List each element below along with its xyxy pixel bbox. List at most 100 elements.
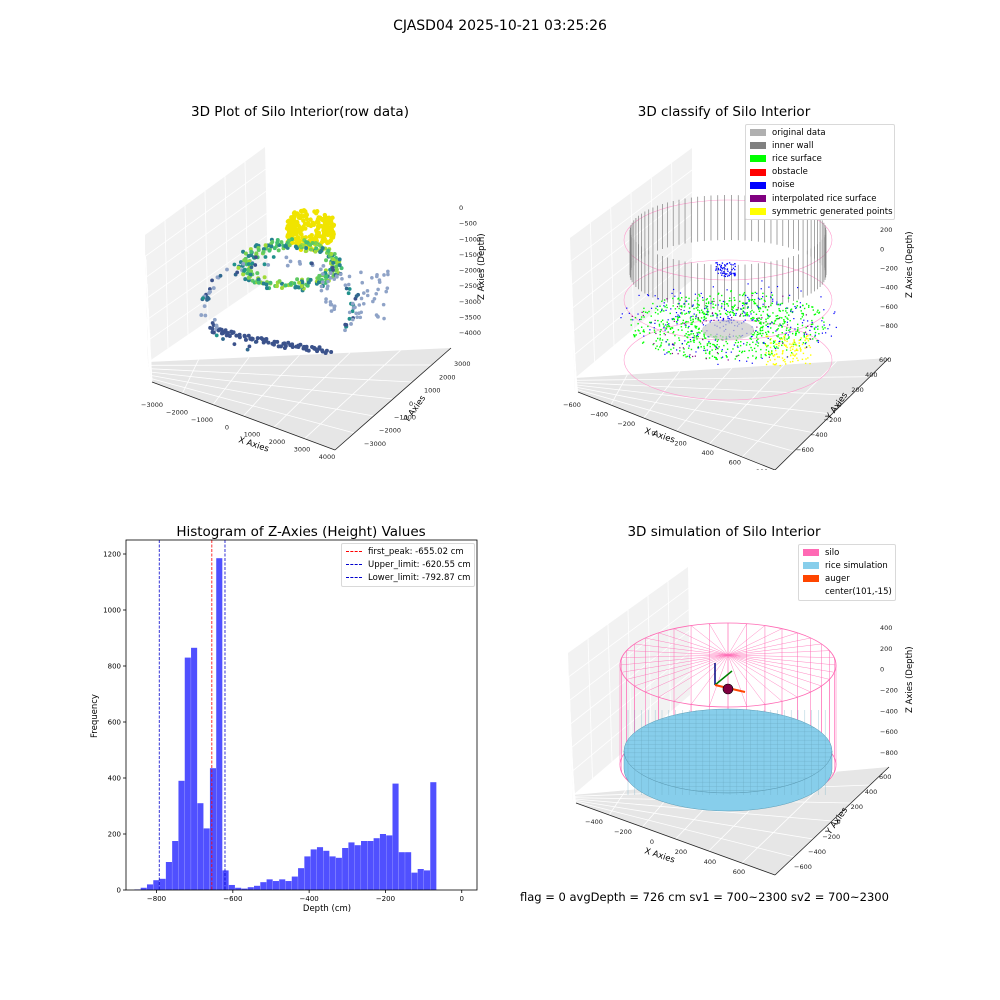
noise-point: [723, 275, 725, 277]
noise-point: [668, 323, 670, 325]
rice-point: [764, 353, 766, 356]
rice-point: [716, 315, 718, 317]
rice-point: [657, 337, 659, 340]
rice-point: [778, 325, 780, 327]
data-point: [260, 337, 265, 342]
data-point: [315, 209, 320, 214]
tick-label: −600: [796, 446, 814, 454]
data-point: [261, 249, 266, 254]
noise-point: [734, 274, 737, 276]
rice-point: [781, 344, 783, 347]
rice-point: [768, 316, 770, 318]
noise-point: [725, 351, 727, 354]
noise-point: [705, 313, 708, 315]
rice-point: [712, 315, 714, 317]
rice-point: [672, 330, 675, 333]
noise-point: [712, 286, 714, 288]
noise-point: [775, 347, 777, 350]
interp-point: [761, 317, 763, 319]
data-point: [227, 334, 232, 339]
rice-point: [781, 332, 783, 334]
histogram-bar: [184, 657, 191, 890]
data-point: [279, 281, 284, 286]
rice-point: [768, 353, 770, 355]
noise-point: [751, 362, 753, 364]
noise-point: [672, 288, 675, 291]
rice-point: [672, 347, 675, 349]
legend-label: Upper_limit: -620.55 cm: [368, 559, 471, 570]
noise-point: [718, 264, 721, 266]
noise-point: [723, 272, 725, 274]
noise-point: [676, 349, 678, 351]
noise-point: [675, 315, 677, 318]
histogram-bar: [272, 881, 279, 890]
tick-label: 3000: [294, 446, 311, 454]
data-point: [346, 282, 351, 287]
rice-point: [770, 304, 772, 306]
rice-point: [712, 303, 714, 305]
data-point: [214, 323, 219, 328]
data-point: [347, 316, 352, 321]
rice-point: [713, 306, 715, 309]
sym-point: [790, 345, 793, 348]
rice-point: [811, 319, 813, 322]
sym-point: [786, 346, 788, 349]
noise-point: [700, 292, 702, 295]
rice-point: [685, 324, 687, 326]
legend-label: Lower_limit: -792.87 cm: [368, 572, 471, 583]
histogram-bar: [304, 856, 311, 890]
data-point: [328, 271, 333, 276]
noise-point: [695, 316, 697, 318]
rice-point: [818, 333, 820, 335]
sym-point: [789, 349, 792, 352]
sym-point: [801, 358, 804, 361]
data-point: [334, 274, 339, 278]
noise-point: [735, 312, 737, 315]
sym-point: [792, 354, 794, 356]
rice-point: [746, 311, 748, 314]
hist-xlabel: Depth (cm): [303, 904, 351, 914]
data-point: [291, 214, 296, 219]
rice-point: [766, 345, 768, 348]
rice-point: [697, 319, 699, 321]
rice-point: [685, 312, 688, 315]
data-point: [256, 280, 261, 285]
data-point: [263, 243, 268, 248]
rice-point: [762, 325, 764, 328]
rice-point: [813, 313, 816, 316]
x-axis-line: [151, 381, 336, 451]
interp-point: [713, 300, 715, 302]
rice-point: [696, 338, 698, 340]
sym-point: [783, 337, 785, 339]
interp-point: [694, 355, 696, 357]
sym-point: [789, 343, 791, 345]
sym-point: [781, 353, 784, 355]
interp-point: [737, 307, 739, 309]
data-point: [267, 248, 272, 253]
rice-point: [765, 331, 767, 334]
silo-wire: [727, 625, 766, 656]
rice-point: [808, 304, 810, 307]
noise-point: [811, 326, 813, 328]
noise-point: [715, 262, 717, 264]
noise-point: [734, 272, 736, 274]
data-point: [299, 284, 304, 289]
rice-point: [663, 299, 666, 301]
rice-point: [727, 305, 730, 307]
rice-point: [661, 339, 664, 341]
rice-point: [705, 299, 708, 301]
rice-point: [648, 310, 650, 313]
noise-point: [748, 298, 750, 300]
interp-point: [739, 315, 741, 317]
sym-point: [784, 361, 786, 363]
rice-point: [699, 343, 702, 345]
rice-point: [667, 331, 669, 333]
rice-point: [737, 341, 739, 344]
rice-point: [753, 300, 755, 303]
rice-point: [647, 325, 649, 328]
rice-point: [695, 327, 697, 329]
rice-point: [760, 323, 762, 325]
rice-point: [779, 310, 782, 312]
noise-point: [692, 304, 694, 306]
